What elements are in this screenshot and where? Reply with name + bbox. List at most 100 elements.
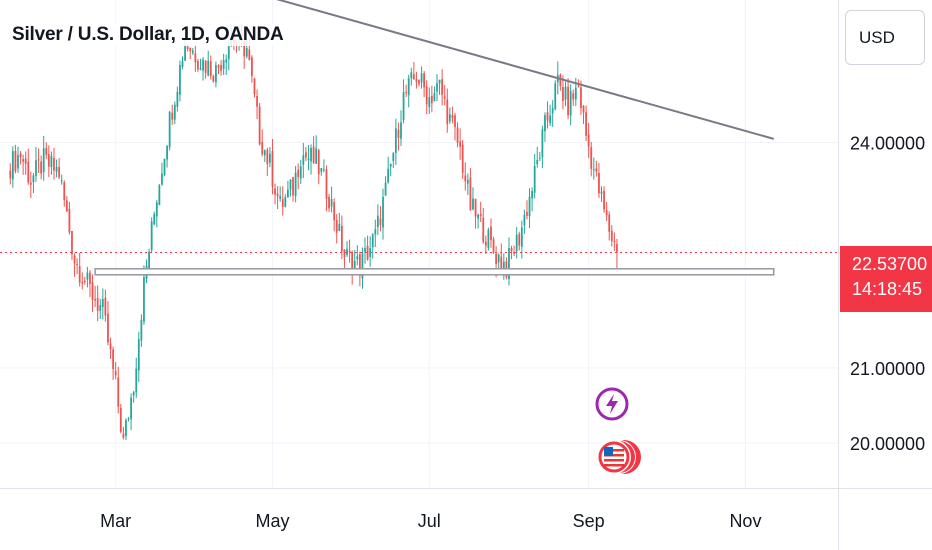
- candle: [477, 213, 480, 229]
- candle-body: [312, 146, 315, 163]
- candle-body: [204, 60, 207, 73]
- candle-body: [436, 83, 438, 92]
- candle-body: [592, 168, 595, 170]
- candle: [410, 67, 413, 86]
- candle: [279, 186, 282, 202]
- candle-body: [194, 53, 197, 63]
- candle-body: [137, 339, 140, 371]
- candle: [392, 152, 395, 169]
- time-axis[interactable]: Mar May Jul Sep Nov: [100, 511, 761, 531]
- candle: [461, 140, 464, 179]
- time-axis-divider: [0, 488, 932, 489]
- candle-body: [181, 61, 184, 67]
- candle-body: [294, 172, 297, 196]
- candle-body: [562, 87, 564, 102]
- candle: [554, 80, 557, 111]
- candle: [382, 188, 384, 240]
- candle: [356, 245, 359, 266]
- candle: [81, 272, 84, 290]
- candle: [302, 142, 305, 179]
- candle: [351, 250, 354, 285]
- candle: [446, 88, 449, 133]
- candle-body: [538, 157, 541, 159]
- candle: [202, 56, 204, 81]
- candle-body: [407, 78, 410, 96]
- last-price-tag: 22.53700 14:18:45: [840, 246, 932, 312]
- candle-body: [582, 106, 585, 113]
- candle-body: [258, 106, 261, 145]
- trendline[interactable]: [218, 0, 775, 140]
- candle-body: [371, 234, 374, 248]
- candle-body: [150, 221, 153, 250]
- us-flag-coin-icon[interactable]: [597, 440, 641, 474]
- candle-body: [220, 64, 222, 71]
- candle: [387, 156, 390, 184]
- candle: [605, 202, 608, 221]
- candle-body: [456, 127, 459, 143]
- candle-body: [508, 248, 510, 280]
- candle-body: [11, 151, 14, 180]
- candle-body: [546, 112, 549, 121]
- candle-body: [487, 229, 490, 249]
- candle: [258, 103, 261, 146]
- candle: [595, 160, 598, 177]
- candle-body: [253, 78, 256, 95]
- candle: [472, 187, 474, 211]
- candle-body: [225, 59, 228, 63]
- candle-body: [94, 299, 97, 301]
- support-band[interactable]: [94, 268, 775, 276]
- candle: [253, 77, 256, 98]
- candle: [418, 79, 420, 87]
- candle-body: [202, 59, 204, 71]
- candle: [515, 226, 518, 259]
- candle: [99, 298, 102, 320]
- candle-body: [412, 74, 415, 79]
- currency-button[interactable]: USD: [845, 10, 925, 65]
- candle: [484, 235, 487, 254]
- lightning-icon[interactable]: [595, 387, 629, 421]
- candle: [389, 163, 392, 177]
- candle-body: [415, 79, 418, 82]
- candle: [451, 106, 454, 124]
- candle-body: [17, 155, 19, 169]
- candle-series: [9, 24, 618, 441]
- candle-body: [140, 319, 143, 341]
- candle-body: [379, 218, 382, 225]
- candle-body: [256, 96, 258, 107]
- candle-body: [302, 155, 305, 165]
- candle: [415, 71, 418, 89]
- candle-body: [595, 168, 598, 172]
- candle: [582, 105, 585, 124]
- candle-body: [479, 214, 482, 216]
- candle-body: [89, 272, 91, 284]
- price-axis[interactable]: 24.00000 21.00000 20.00000: [850, 134, 925, 454]
- candle: [549, 104, 551, 127]
- candle-body: [572, 93, 575, 100]
- candle: [199, 58, 202, 71]
- candle-body: [107, 313, 109, 343]
- candle-body: [173, 104, 176, 120]
- candle-body: [292, 177, 294, 196]
- candle: [369, 236, 372, 267]
- candle-body: [520, 227, 523, 247]
- candle-body: [153, 213, 156, 225]
- candle-body: [168, 111, 171, 148]
- candle: [153, 211, 156, 226]
- x-tick-label: Mar: [100, 511, 131, 531]
- candle-body: [608, 214, 611, 232]
- candle-body: [433, 93, 436, 102]
- candle: [130, 393, 132, 431]
- candle-body: [186, 46, 189, 49]
- candle: [148, 248, 150, 271]
- candle: [466, 173, 469, 195]
- candle-body: [212, 75, 215, 82]
- price-axis-divider: [838, 0, 839, 550]
- candle: [402, 79, 405, 124]
- candle-body: [590, 147, 593, 169]
- candle-body: [533, 165, 536, 193]
- y-tick-label: 24.00000: [850, 134, 925, 154]
- candle: [222, 53, 225, 75]
- candle: [569, 84, 572, 126]
- candle-body: [9, 170, 12, 179]
